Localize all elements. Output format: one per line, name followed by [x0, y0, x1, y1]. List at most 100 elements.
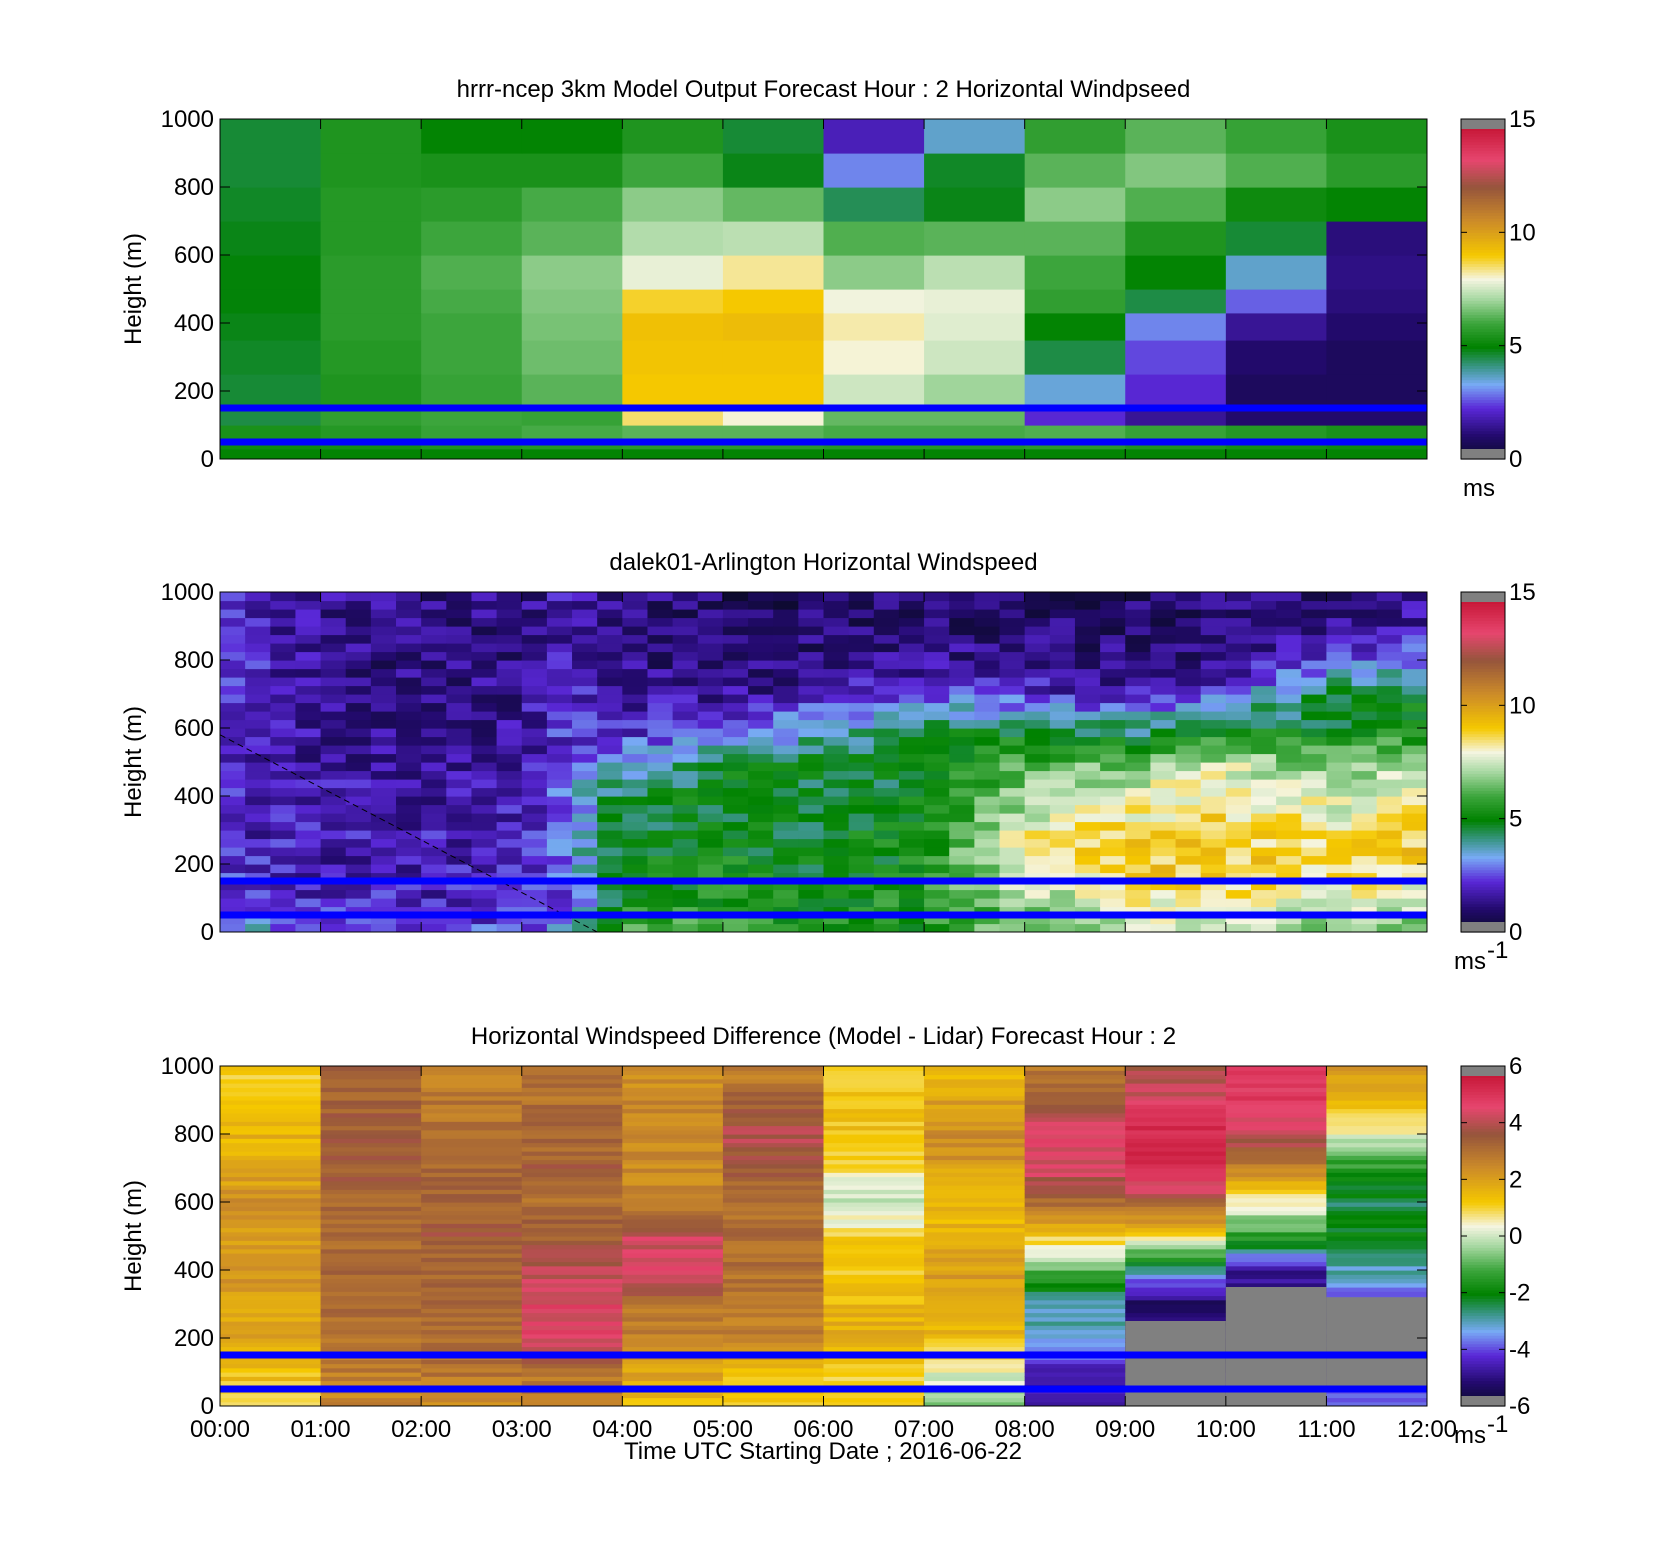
- heatmap-cell: [1150, 634, 1177, 644]
- heatmap-cell: [622, 1338, 724, 1343]
- heatmap-cell: [1125, 1138, 1227, 1144]
- heatmap-cell: [647, 668, 674, 678]
- heatmap-cell: [848, 736, 875, 746]
- heatmap-cell: [622, 187, 724, 222]
- heatmap-cell: [245, 796, 271, 806]
- colorbar-segment: [1461, 337, 1505, 341]
- heatmap-cell: [924, 1316, 1026, 1322]
- heatmap-cell: [320, 1321, 422, 1326]
- heatmap-cell: [722, 694, 749, 704]
- heatmap-cell: [446, 677, 473, 687]
- heatmap-cell: [320, 1146, 422, 1152]
- heatmap-cell: [848, 711, 875, 721]
- heatmap-cell: [773, 745, 799, 755]
- heatmap-cell: [924, 736, 950, 746]
- heatmap-cell: [270, 711, 297, 721]
- colorbar-segment: [1461, 1312, 1505, 1316]
- heatmap-cell: [1225, 592, 1252, 602]
- heatmap-cell: [924, 1278, 1026, 1284]
- heatmap-cell: [220, 1257, 322, 1263]
- heatmap-cell: [1200, 779, 1227, 789]
- heatmap-cell: [823, 1231, 925, 1237]
- heatmap-cell: [1326, 906, 1353, 916]
- heatmap-cell: [722, 119, 825, 154]
- heatmap-cell: [622, 1308, 724, 1314]
- heatmap-cell: [1100, 762, 1126, 772]
- heatmap-cell: [898, 711, 925, 721]
- heatmap-cell: [1024, 1210, 1126, 1216]
- heatmap-cell: [471, 770, 498, 780]
- heatmap-cell: [521, 1287, 623, 1292]
- heatmap-cell: [1225, 289, 1328, 314]
- colorbar-tick-label: 10: [1509, 692, 1536, 719]
- heatmap-cell: [823, 1316, 925, 1322]
- heatmap-cell: [873, 668, 900, 678]
- heatmap-cell: [421, 1070, 523, 1076]
- heatmap-cell: [722, 1359, 825, 1365]
- heatmap-cell: [471, 660, 498, 670]
- heatmap-cell: [245, 694, 271, 704]
- heatmap-cell: [974, 626, 1001, 636]
- colorbar-segment: [1461, 198, 1505, 202]
- heatmap-cell: [1150, 600, 1177, 610]
- heatmap-cell: [546, 779, 573, 789]
- heatmap-cell: [421, 1151, 523, 1156]
- heatmap-cell: [924, 1359, 1026, 1365]
- heatmap-cell: [245, 813, 271, 823]
- heatmap-cell: [521, 448, 623, 459]
- heatmap-cell: [370, 685, 397, 695]
- heatmap-cell: [924, 1253, 1026, 1258]
- heatmap-cell: [949, 796, 975, 806]
- heatmap-cell: [521, 711, 548, 721]
- heatmap-cell: [370, 872, 397, 882]
- heatmap-cell: [597, 711, 623, 721]
- heatmap-cell: [848, 821, 875, 831]
- colorbar-segment: [1461, 832, 1505, 837]
- colorbar-segment: [1461, 796, 1505, 800]
- heatmap-cell: [521, 1121, 623, 1127]
- colorbar-segment: [1461, 634, 1505, 638]
- x-tick-label: 07:00: [894, 1416, 954, 1443]
- heatmap-cell: [1200, 796, 1227, 806]
- heatmap-cell: [1100, 617, 1126, 627]
- heatmap-cell: [446, 651, 473, 661]
- heatmap-cell: [647, 626, 674, 636]
- heatmap-cell: [370, 830, 397, 840]
- heatmap-cell: [1326, 821, 1353, 831]
- heatmap-cell: [622, 643, 649, 653]
- heatmap-cell: [546, 702, 573, 712]
- heatmap-cell: [320, 1155, 422, 1161]
- heatmap-cell: [1125, 408, 1227, 426]
- heatmap-cell: [295, 804, 322, 814]
- heatmap-cell: [1301, 634, 1328, 644]
- colorbar-segment: [1461, 308, 1505, 313]
- colorbar-tick-label: 5: [1509, 806, 1522, 833]
- heatmap-cell: [924, 898, 950, 908]
- colorbar-segment: [1461, 1202, 1505, 1206]
- heatmap-cell: [823, 1219, 925, 1224]
- heatmap-cell: [1401, 685, 1427, 695]
- colorbar-segment: [1461, 1284, 1505, 1288]
- heatmap-cell: [1150, 745, 1177, 755]
- heatmap-cell: [446, 753, 473, 763]
- plot-area: [220, 119, 1427, 459]
- heatmap-cell: [396, 762, 422, 772]
- heatmap-cell: [848, 634, 875, 644]
- heatmap-cell: [823, 374, 925, 409]
- heatmap-cell: [1125, 770, 1151, 780]
- heatmap-cell: [748, 753, 774, 763]
- heatmap-cell: [1150, 736, 1177, 746]
- heatmap-cell: [924, 609, 950, 619]
- heatmap-cell: [1024, 1248, 1126, 1254]
- heatmap-cell: [245, 898, 271, 908]
- heatmap-cell: [1150, 609, 1177, 619]
- heatmap-cell: [924, 1308, 1026, 1314]
- heatmap-cell: [722, 1342, 825, 1348]
- heatmap-cell: [471, 898, 498, 908]
- heatmap-cell: [320, 1329, 422, 1335]
- heatmap-cell: [823, 600, 850, 610]
- heatmap-cell: [1326, 1095, 1427, 1101]
- heatmap-cell: [798, 923, 825, 932]
- heatmap-cell: [898, 634, 925, 644]
- heatmap-cell: [924, 881, 950, 891]
